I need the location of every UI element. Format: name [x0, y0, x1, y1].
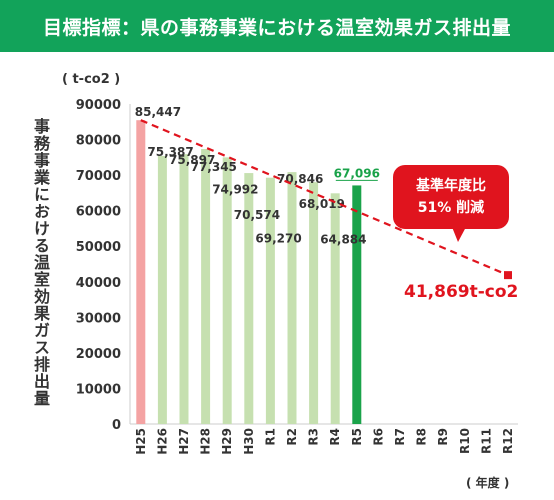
bar-R1 [265, 177, 275, 424]
x-tick-label: R8 [415, 428, 429, 446]
y-tick-label: 90000 [76, 98, 121, 113]
value-label-R5: 67,096 [334, 166, 380, 180]
value-label-H26: 75,387 [147, 145, 193, 159]
x-tick-label: R7 [393, 428, 407, 446]
y-tick-label: 20000 [76, 347, 121, 362]
callout-pointer [452, 227, 466, 242]
x-tick-label: H30 [242, 428, 256, 455]
value-label-H30: 70,574 [234, 208, 280, 222]
target-value-label: 41,869t-co2 [404, 282, 519, 302]
x-tick-label: R1 [263, 428, 277, 446]
x-tick-label: H27 [177, 428, 191, 455]
value-label-H27: 75,897 [169, 153, 215, 167]
x-tick-label: R6 [371, 428, 385, 446]
target-trend-line [140, 119, 512, 280]
trend-dashed-line [140, 119, 509, 277]
x-tick-label: H28 [199, 428, 213, 455]
value-label-R4: 64,884 [320, 232, 366, 246]
value-label-H28: 77,345 [191, 160, 237, 174]
y-tick-label: 30000 [76, 311, 121, 326]
y-tick-label: 10000 [76, 382, 121, 397]
x-tick-label: R10 [458, 428, 472, 454]
bar-R4 [330, 193, 340, 424]
bar-R3 [309, 182, 319, 424]
bar-H26 [157, 155, 167, 424]
bar-R5 [352, 185, 362, 424]
x-tick-label: R4 [328, 428, 342, 446]
reduction-callout: 基準年度比 51% 削減 [393, 165, 509, 229]
page-title: 目標指標：県の事務事業における温室効果ガス排出量 [0, 0, 554, 52]
x-axis-label: ( 年度 ) [466, 475, 509, 490]
bar-H30 [244, 173, 254, 424]
y-tick-label: 50000 [76, 240, 121, 255]
y-axis-ticks: 0 10000 20000 30000 40000 50000 60000 70000 8000… [76, 98, 121, 433]
x-tick-label: H29 [220, 428, 234, 455]
target-marker [504, 271, 512, 280]
bar-H27 [179, 154, 189, 425]
y-tick-label: 0 [112, 418, 121, 433]
y-tick-label: 60000 [76, 205, 121, 220]
x-tick-label: R11 [479, 428, 493, 454]
x-tick-label: R12 [501, 428, 515, 454]
bars [136, 120, 362, 425]
y-tick-label: 40000 [76, 276, 121, 291]
value-label-R2: 70,846 [277, 172, 323, 186]
x-tick-label: R3 [307, 428, 321, 446]
x-tick-label: H26 [155, 428, 169, 455]
callout-line-2: 51% 削減 [417, 200, 485, 216]
y-tick-label: 70000 [76, 169, 121, 184]
value-label-R3: 68,019 [299, 197, 345, 211]
x-tick-label: R2 [285, 428, 299, 446]
x-tick-label: H25 [134, 428, 148, 455]
x-tick-label: R9 [436, 428, 450, 446]
bar-H25 [136, 120, 146, 424]
value-label-R1: 69,270 [255, 232, 301, 246]
x-axis-ticks: H25 H26 H27 H28 H29 H30 R1 R2 R3 R4 R5 R6 R7 R8 R9 R10 R… [134, 428, 515, 455]
y-axis-unit-label: ( t-co2 ) [62, 72, 120, 87]
value-label-H29: 74,992 [212, 182, 258, 196]
y-axis-label: 事務事業における温室効果ガス排出量 [31, 118, 50, 407]
bar-H29 [222, 157, 232, 425]
value-label-H25: 85,447 [135, 105, 181, 119]
bar-chart: ( t-co2 ) 0 10000 20000 30000 40000 50000 6000… [62, 72, 518, 490]
callout-line-1: 基準年度比 [416, 178, 486, 194]
bar-R2 [287, 172, 297, 424]
x-tick-label: R5 [350, 428, 364, 446]
y-tick-label: 80000 [76, 134, 121, 149]
bar-H28 [201, 148, 211, 425]
